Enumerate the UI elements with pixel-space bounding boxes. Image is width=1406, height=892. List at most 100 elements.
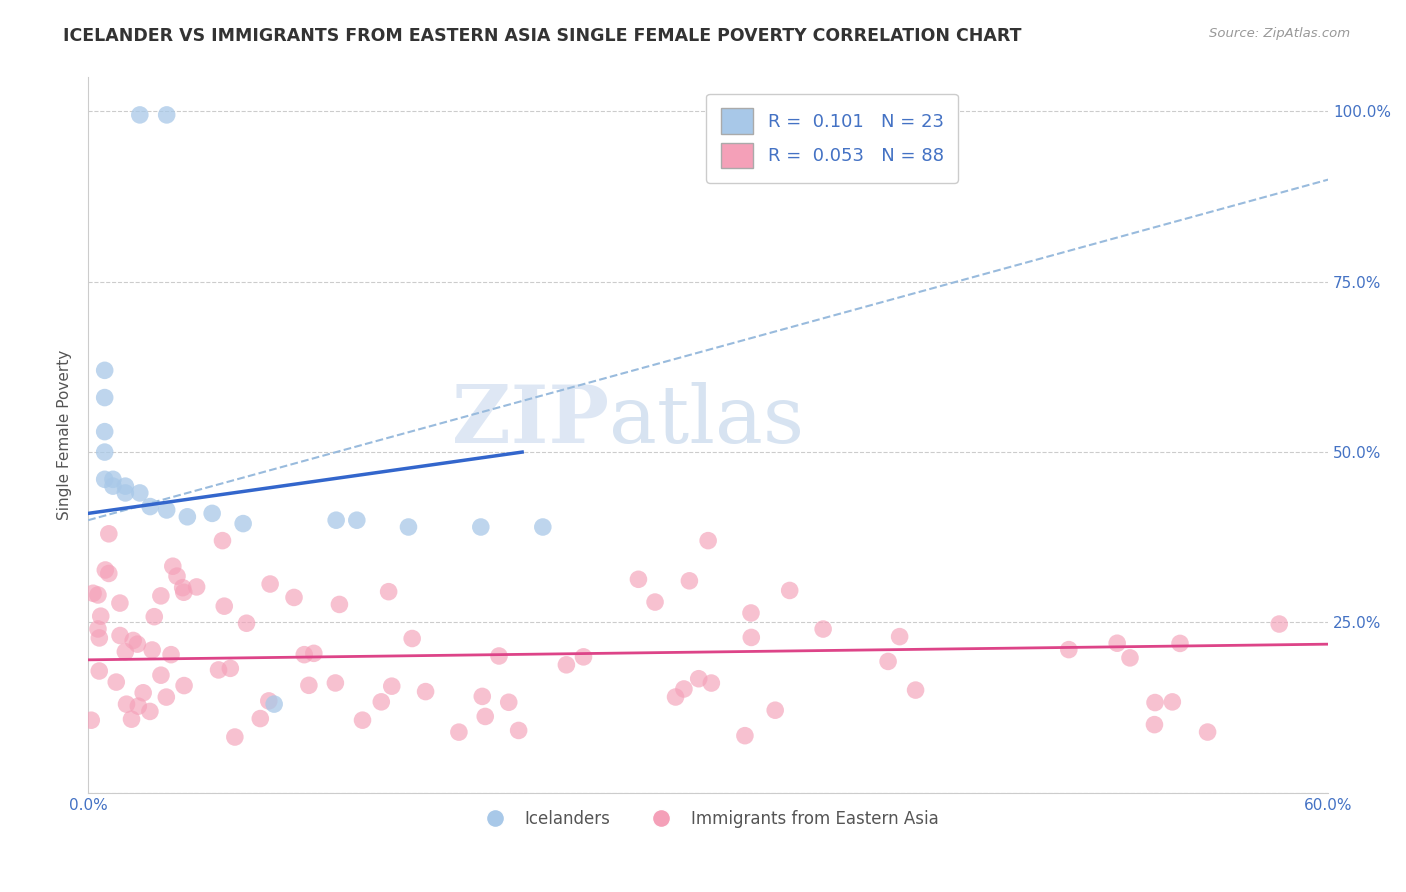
Point: [105, 675, 128, 690]
Point: [108, 628, 131, 642]
Point: [904, 683, 927, 698]
Point: [377, 584, 399, 599]
Point: [90, 609, 112, 624]
Point: [173, 679, 195, 693]
Point: [740, 631, 762, 645]
Point: [249, 712, 271, 726]
Point: [212, 599, 235, 614]
Point: [232, 516, 254, 531]
Point: [114, 645, 136, 659]
Point: [94, 563, 117, 577]
Point: [127, 699, 149, 714]
Point: [1197, 725, 1219, 739]
Point: [664, 690, 686, 704]
Point: [292, 648, 315, 662]
Point: [415, 684, 437, 698]
Point: [80, 713, 103, 727]
Text: Source: ZipAtlas.com: Source: ZipAtlas.com: [1209, 27, 1350, 40]
Point: [186, 580, 208, 594]
Point: [82, 586, 104, 600]
Point: [101, 479, 124, 493]
Point: [259, 577, 281, 591]
Point: [263, 697, 285, 711]
Point: [87, 588, 110, 602]
Point: [346, 513, 368, 527]
Point: [224, 730, 246, 744]
Point: [298, 678, 321, 692]
Point: [488, 648, 510, 663]
Point: [352, 713, 374, 727]
Point: [201, 507, 224, 521]
Y-axis label: Single Female Poverty: Single Female Poverty: [58, 350, 72, 520]
Point: [93, 472, 115, 486]
Point: [93, 445, 115, 459]
Point: [1161, 695, 1184, 709]
Point: [688, 672, 710, 686]
Point: [122, 633, 145, 648]
Point: [207, 663, 229, 677]
Point: [283, 591, 305, 605]
Text: ICELANDER VS IMMIGRANTS FROM EASTERN ASIA SINGLE FEMALE POVERTY CORRELATION CHAR: ICELANDER VS IMMIGRANTS FROM EASTERN ASI…: [63, 27, 1022, 45]
Point: [627, 572, 650, 586]
Point: [156, 503, 179, 517]
Point: [508, 723, 530, 738]
Point: [114, 486, 136, 500]
Point: [143, 609, 166, 624]
Point: [531, 520, 554, 534]
Point: [139, 705, 162, 719]
Text: ZIP: ZIP: [451, 382, 609, 459]
Point: [166, 569, 188, 583]
Point: [93, 363, 115, 377]
Point: [1143, 696, 1166, 710]
Text: atlas: atlas: [609, 382, 804, 459]
Point: [156, 108, 179, 122]
Point: [325, 676, 347, 690]
Point: [555, 657, 578, 672]
Point: [114, 479, 136, 493]
Point: [328, 598, 350, 612]
Point: [572, 649, 595, 664]
Point: [162, 559, 184, 574]
Point: [763, 703, 786, 717]
Point: [877, 655, 900, 669]
Point: [470, 520, 492, 534]
Point: [471, 690, 494, 704]
Point: [97, 566, 120, 581]
Point: [740, 606, 762, 620]
Legend: Icelanders, Immigrants from Eastern Asia: Icelanders, Immigrants from Eastern Asia: [471, 803, 945, 834]
Point: [93, 425, 115, 439]
Point: [889, 630, 911, 644]
Point: [127, 637, 149, 651]
Point: [93, 391, 115, 405]
Point: [1168, 636, 1191, 650]
Point: [447, 725, 470, 739]
Point: [734, 729, 756, 743]
Point: [141, 643, 163, 657]
Point: [155, 690, 177, 704]
Point: [173, 585, 195, 599]
Point: [101, 472, 124, 486]
Point: [474, 709, 496, 723]
Point: [381, 679, 404, 693]
Point: [211, 533, 233, 548]
Point: [398, 520, 420, 534]
Point: [401, 632, 423, 646]
Point: [644, 595, 666, 609]
Point: [1057, 642, 1080, 657]
Point: [176, 509, 198, 524]
Point: [498, 695, 520, 709]
Point: [697, 533, 720, 548]
Point: [149, 668, 172, 682]
Point: [235, 616, 257, 631]
Point: [172, 581, 194, 595]
Point: [325, 513, 347, 527]
Point: [370, 695, 392, 709]
Point: [219, 661, 242, 675]
Point: [87, 622, 110, 636]
Point: [257, 694, 280, 708]
Point: [700, 676, 723, 690]
Point: [128, 486, 150, 500]
Point: [108, 596, 131, 610]
Point: [89, 664, 111, 678]
Point: [1107, 636, 1129, 650]
